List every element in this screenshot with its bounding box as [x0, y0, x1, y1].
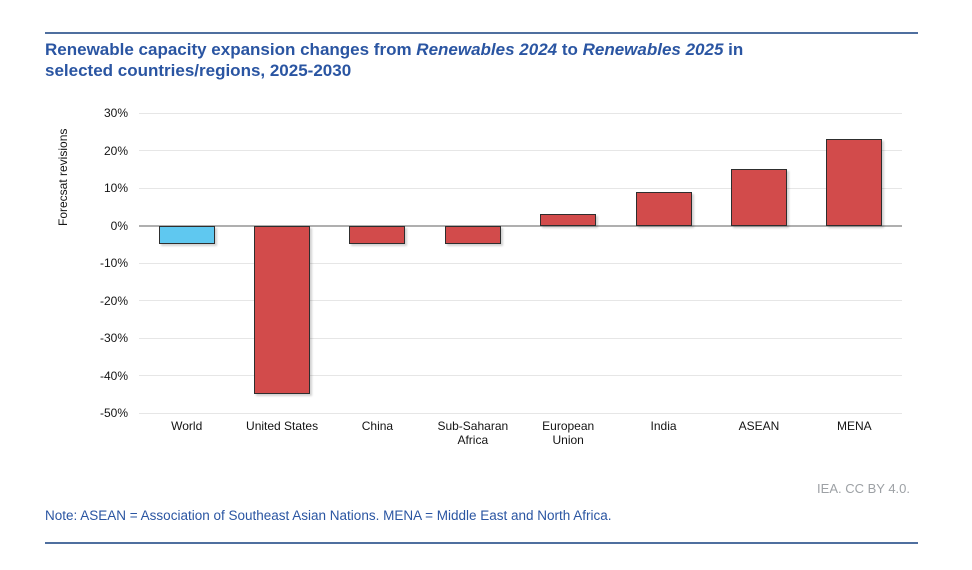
title-segment-italic: Renewables 2024	[416, 40, 558, 59]
gridline--20	[139, 300, 902, 301]
bar-united-states	[254, 225, 311, 395]
bar-mena	[826, 139, 883, 226]
x-axis-label-asean: ASEAN	[738, 419, 780, 433]
title-segment: in	[723, 40, 744, 59]
bar-sub-saharan-africa	[444, 225, 501, 245]
x-axis-label-united-states: United States	[246, 419, 319, 433]
x-axis-label-european-union: European Union	[542, 419, 595, 447]
x-axis-label-india: India	[650, 419, 677, 433]
gridline-20	[139, 150, 902, 151]
zero-axis-line	[139, 224, 902, 227]
x-axis-label-world: World	[171, 419, 203, 433]
y-axis-tick--10: -10%	[99, 256, 128, 270]
gridline--30	[139, 337, 902, 339]
bar-european-union	[540, 214, 597, 226]
x-axis-label-mena: MENA	[836, 419, 872, 433]
x-axis-label-sub-saharan-africa: Sub-Saharan Africa	[437, 419, 509, 447]
gridline--50	[139, 412, 902, 414]
y-axis-tick-30: 30%	[103, 106, 128, 120]
title-segment: selected countries/regions, 2025-2030	[45, 61, 352, 80]
y-axis-tick--30: -30%	[99, 331, 128, 345]
y-axis-tick--50: -50%	[99, 406, 128, 420]
x-axis-label-china: China	[361, 419, 394, 433]
footnote-text: Note: ASEAN = Association of Southeast A…	[45, 508, 612, 523]
title-segment: to	[557, 40, 583, 59]
gridline--40	[139, 375, 902, 376]
gridline--10	[139, 262, 902, 264]
bar-china	[349, 225, 406, 245]
gridline-10	[139, 187, 902, 189]
bottom-divider-rule	[45, 542, 918, 544]
bar-asean	[730, 169, 787, 226]
y-axis-label: Forecsat revisions	[56, 128, 70, 226]
gridline-30	[139, 112, 902, 114]
bar-india	[635, 191, 692, 226]
chart-title: Renewable capacity expansion changes fro…	[45, 39, 935, 81]
y-axis-tick-0: 0%	[110, 218, 128, 233]
y-axis-tick-10: 10%	[103, 181, 128, 195]
title-segment-italic: Renewables 2025	[582, 40, 724, 59]
attribution-text: IEA. CC BY 4.0.	[817, 481, 910, 496]
y-axis-tick--40: -40%	[99, 368, 128, 383]
y-axis-tick--20: -20%	[99, 293, 128, 308]
bar-world	[158, 225, 215, 245]
title-segment: Renewable capacity expansion changes fro…	[45, 40, 417, 59]
top-divider-rule	[45, 32, 918, 34]
y-axis-tick-20: 20%	[103, 143, 128, 158]
